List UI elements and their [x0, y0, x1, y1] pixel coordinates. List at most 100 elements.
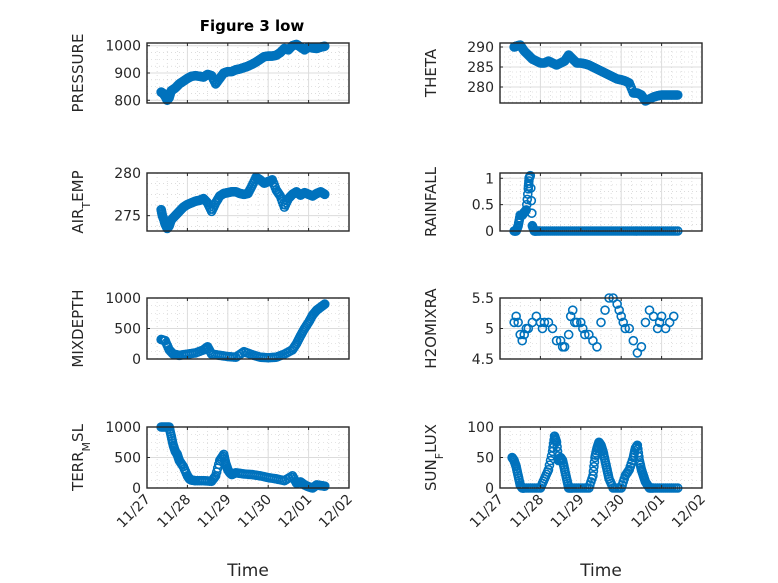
data-point: [526, 195, 537, 206]
data-point: [620, 323, 631, 334]
data-point: [567, 305, 578, 316]
y-axis-label: TERRMSL: [69, 423, 93, 492]
data-series: [156, 299, 330, 363]
subplot-6: 4.5 5 5.5 H2OMIXRA: [422, 288, 703, 369]
y-axis-label-main: MIXDEPTH: [69, 289, 87, 367]
data-point: [551, 335, 562, 346]
x-tick-label: 12/01: [629, 492, 669, 532]
x-tick-label: 12/02: [669, 492, 709, 532]
data-point: [209, 472, 220, 482]
figure-title: Figure 3 low: [200, 17, 305, 35]
y-axis-label: MIXDEPTH: [69, 289, 87, 367]
y-tick-label: 1000: [105, 39, 141, 55]
data-point: [592, 341, 602, 352]
y-axis-label-subscript: T: [80, 202, 93, 210]
data-point: [551, 437, 562, 448]
y-tick-label: 500: [114, 451, 141, 467]
x-axis-label: Time: [226, 561, 269, 581]
y-axis-label: RAINFALL: [422, 166, 440, 237]
x-tick-label: 11/30: [235, 492, 275, 532]
y-tick-label: 290: [467, 40, 494, 56]
data-point: [522, 194, 533, 205]
data-point: [618, 317, 629, 328]
data-point: [515, 329, 526, 340]
y-axis-label-subscript: F: [433, 453, 446, 459]
y-axis-label-main: THETA: [422, 48, 440, 98]
y-axis-label: AIRTEMP: [69, 170, 93, 233]
data-point: [547, 323, 558, 334]
data-point: [589, 461, 599, 472]
data-point: [628, 335, 639, 346]
y-tick-label: 900: [114, 66, 141, 82]
data-point: [640, 317, 651, 328]
y-axis-label: SUNFLUX: [422, 424, 446, 491]
data-point: [668, 311, 679, 322]
data-point: [575, 317, 586, 328]
y-tick-label: 5.5: [472, 291, 494, 307]
data-point: [513, 317, 523, 328]
subplot-8: 0 50 100 11/27 11/28 11/29 11/30 12/01 12/02 Time…: [422, 420, 709, 581]
axes-box: [499, 42, 703, 104]
data-series: [509, 293, 679, 358]
subplot-7: 0 500 1000 11/27 11/28 11/29 11/30 12/01 12/02 Ti…: [69, 420, 356, 581]
x-axis-label: Time: [579, 561, 622, 581]
data-point: [526, 183, 536, 193]
y-tick-label: 4.5: [472, 352, 494, 368]
data-point: [580, 329, 590, 340]
x-tick-label: 11/27: [114, 492, 154, 532]
y-tick-label: 1000: [105, 420, 141, 436]
data-point: [525, 170, 536, 181]
data-point: [589, 457, 600, 467]
y-axis-label: H2OMIXRA: [422, 288, 440, 369]
data-point: [596, 317, 606, 328]
y-tick-label: 0: [132, 481, 141, 497]
data-point: [544, 460, 555, 470]
x-tick-label: 11/29: [195, 492, 235, 532]
data-series: [509, 40, 683, 106]
data-point: [600, 305, 610, 316]
data-point: [578, 323, 588, 334]
y-axis-label-main: AIR: [69, 209, 87, 234]
x-tick-label: 12/01: [276, 492, 316, 532]
x-tick-label: 11/29: [548, 492, 588, 532]
data-point: [614, 305, 624, 316]
y-tick-label: 0.5: [472, 198, 494, 214]
data-series: [156, 172, 330, 234]
subplot-2: 280 285 290 THETA: [422, 40, 703, 106]
y-axis-label-main: H2OMIXRA: [422, 288, 440, 369]
y-tick-label: 0: [485, 224, 494, 240]
x-tick-label: 11/28: [154, 492, 194, 532]
data-point: [571, 317, 582, 328]
y-tick-label: 1000: [105, 291, 141, 307]
data-point: [537, 323, 548, 334]
y-axis-label-rest: SL: [69, 423, 87, 442]
y-axis-label-main: SUN: [422, 459, 440, 491]
data-point: [656, 311, 667, 322]
y-axis-label-main: PRESSURE: [69, 34, 87, 113]
data-series: [156, 39, 330, 106]
data-point: [588, 470, 598, 481]
axes-box: [499, 172, 703, 232]
data-point: [527, 208, 537, 219]
y-tick-label: 0: [132, 352, 141, 368]
y-axis-label-subscript: M: [80, 442, 93, 452]
subplot-4: 0 0.5 1 RAINFALL: [422, 166, 703, 240]
y-tick-label: 800: [114, 93, 141, 109]
y-tick-label: 100: [467, 420, 494, 436]
data-point: [517, 335, 528, 346]
data-point: [511, 311, 521, 322]
data-point: [319, 189, 330, 200]
data-point: [563, 329, 574, 340]
y-tick-label: 280: [114, 166, 141, 182]
y-tick-label: 280: [467, 80, 494, 96]
y-axis-label: PRESSURE: [69, 34, 87, 113]
x-tick-label: 11/30: [588, 492, 628, 532]
subplot-5: 0 500 1000 MIXDEPTH: [69, 289, 350, 368]
data-point: [672, 90, 683, 100]
data-point: [616, 311, 627, 322]
data-point: [509, 317, 519, 328]
data-point: [559, 341, 570, 352]
y-axis-label-rest: EMP: [69, 170, 87, 201]
data-point: [543, 464, 554, 475]
